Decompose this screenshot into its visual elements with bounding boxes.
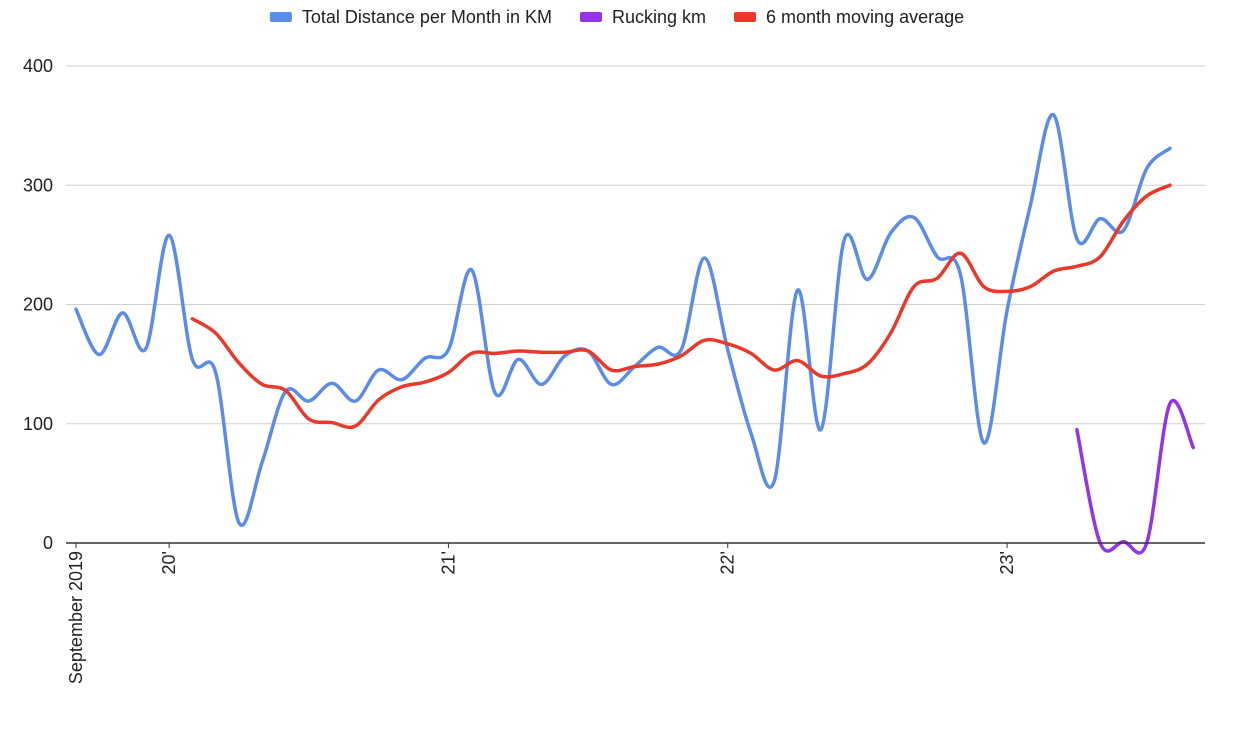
series-line-0 <box>74 113 1172 527</box>
legend-label: 6 month moving average <box>766 7 964 27</box>
y-tick-label: 0 <box>43 533 53 553</box>
legend: Total Distance per Month in KM Rucking km… <box>269 7 964 27</box>
x-axis-tick-labels: September 2019 20' 21' 22' 23' <box>66 543 1017 684</box>
y-axis-tick-labels: 0 100 200 300 400 <box>23 56 53 553</box>
legend-label: Rucking km <box>612 7 706 27</box>
legend-swatch <box>269 12 292 22</box>
y-tick-label: 300 <box>23 175 53 195</box>
x-tick-label: 20' <box>159 551 179 574</box>
y-tick-label: 100 <box>23 414 53 434</box>
series-line-1 <box>1075 398 1196 555</box>
x-tick-label: September 2019 <box>66 551 86 684</box>
x-tick-label: 23' <box>997 551 1017 574</box>
legend-swatch <box>579 12 602 22</box>
y-tick-label: 400 <box>23 56 53 76</box>
x-tick-label: 21' <box>438 551 458 574</box>
series-lines <box>74 113 1196 555</box>
gridlines <box>66 65 1205 425</box>
x-tick-label: 22' <box>718 551 738 574</box>
legend-swatch <box>734 12 757 22</box>
y-tick-label: 200 <box>23 295 53 315</box>
legend-label: Total Distance per Month in KM <box>302 7 552 27</box>
series-line-2 <box>190 183 1172 430</box>
